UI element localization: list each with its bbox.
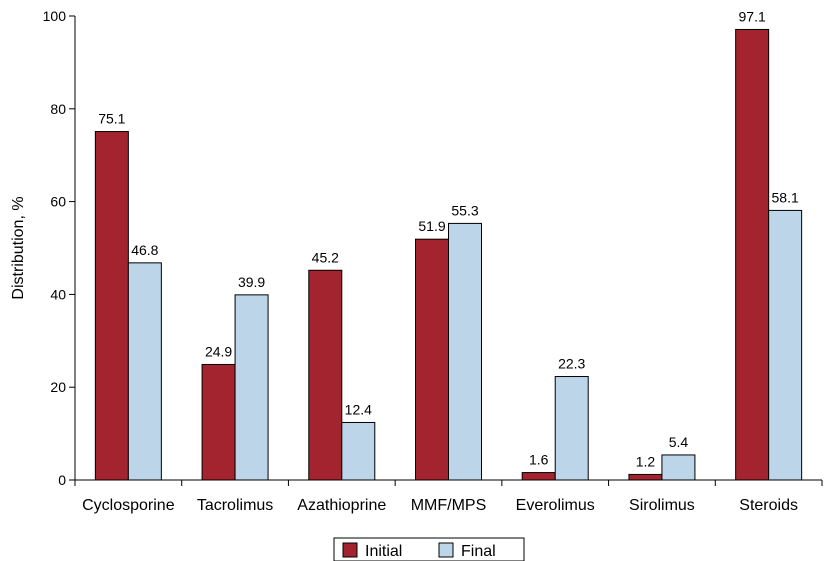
bar-final-mmf-mps (448, 222, 482, 481)
data-labels-layer: 75.1 46.8 24.9 39.9 45.2 12.4 51.9 55.3 1.6 22.3 1… (98, 8, 799, 469)
y-tick-label: 60 (50, 194, 66, 210)
data-label: 75.1 (98, 111, 125, 127)
legend: Initial Final (333, 537, 525, 561)
legend-label-final: Final (461, 543, 496, 560)
x-category-label: Sirolimus (629, 497, 695, 514)
bar-initial-tacrolimus (201, 363, 236, 481)
data-label: 58.1 (772, 189, 799, 205)
legend-box (333, 537, 525, 561)
bars-layer (94, 28, 803, 481)
bar-initial-sirolimus (628, 473, 663, 481)
y-tick-label: 0 (58, 472, 66, 488)
x-axis: Cyclosporine Tacrolimus Azathioprine MMF/MP… (74, 479, 823, 514)
data-label: 51.9 (418, 218, 445, 234)
x-category-label: Tacrolimus (197, 497, 273, 514)
data-label: 46.8 (131, 242, 158, 258)
y-tick-label: 80 (50, 101, 66, 117)
x-category-label: Everolimus (516, 497, 595, 514)
x-category-label: Azathioprine (297, 497, 386, 514)
legend-swatch-initial (342, 542, 358, 558)
bar-initial-steroids (735, 28, 770, 481)
x-category-label: Steroids (739, 497, 798, 514)
y-tick-label: 20 (50, 379, 66, 395)
x-category-label: MMF/MPS (411, 497, 487, 514)
data-label: 5.4 (669, 434, 689, 450)
y-axis-title: Distribution, % (10, 196, 27, 299)
legend-label-initial: Initial (365, 543, 402, 560)
legend-swatch-final (438, 542, 454, 558)
data-label: 45.2 (312, 249, 339, 265)
y-axis: 0 20 40 60 80 100 (43, 8, 76, 488)
data-label: 1.2 (636, 453, 656, 469)
data-label: 12.4 (345, 401, 372, 417)
bar-final-tacrolimus (234, 294, 269, 481)
x-category-label: Cyclosporine (82, 497, 175, 514)
y-tick-label: 100 (43, 8, 67, 24)
data-label: 55.3 (451, 202, 478, 218)
bar-final-everolimus (554, 376, 589, 481)
bar-initial-azathioprine (308, 269, 343, 481)
bar-final-cyclosporine (127, 262, 162, 481)
bar-final-steroids (768, 209, 803, 481)
data-label: 1.6 (529, 452, 549, 468)
bar-initial-everolimus (521, 472, 556, 481)
data-label: 97.1 (739, 8, 766, 24)
bar-initial-cyclosporine (94, 131, 129, 481)
y-tick-label: 40 (50, 286, 66, 302)
bar-final-sirolimus (661, 454, 696, 481)
data-label: 39.9 (238, 274, 265, 290)
bar-initial-mmf-mps (415, 238, 449, 481)
data-label: 22.3 (558, 356, 585, 372)
data-label: 24.9 (205, 343, 232, 359)
bar-final-azathioprine (341, 421, 376, 481)
